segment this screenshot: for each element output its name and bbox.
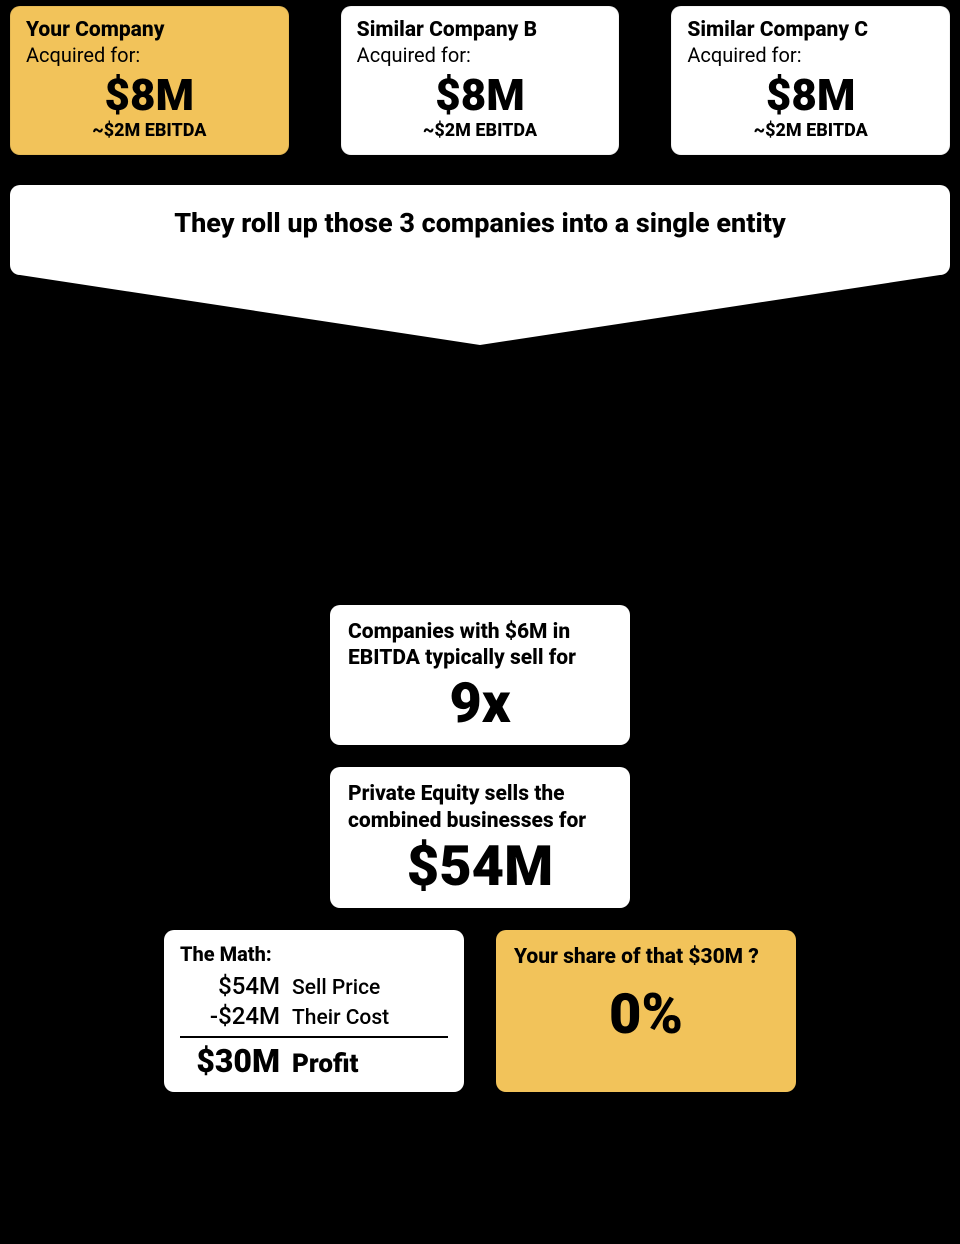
math-grid: $54M Sell Price -$24M Their Cost $30M Pr… bbox=[180, 972, 448, 1080]
mid-column: Companies with $6M in EBITDA typically s… bbox=[330, 605, 630, 909]
multiple-card: Companies with $6M in EBITDA typically s… bbox=[330, 605, 630, 746]
math-result-num: $30M bbox=[180, 1042, 280, 1080]
company-amount: $8M bbox=[687, 71, 934, 119]
math-line-label: Sell Price bbox=[292, 976, 448, 1000]
share-value: 0% bbox=[514, 981, 778, 1047]
company-footnote: ~$2M EBITDA bbox=[26, 120, 273, 141]
math-result-label: Profit bbox=[292, 1049, 448, 1079]
math-line-num: -$24M bbox=[180, 1002, 280, 1030]
math-line-num: $54M bbox=[180, 972, 280, 1000]
company-title: Your Company bbox=[26, 18, 273, 43]
math-rule bbox=[180, 1036, 448, 1038]
company-title: Similar Company B bbox=[357, 18, 604, 43]
math-line-label: Their Cost bbox=[292, 1006, 448, 1030]
share-text: Your share of that $30M ? bbox=[514, 944, 778, 970]
sale-value: $54M bbox=[348, 834, 612, 898]
multiple-text: Companies with $6M in EBITDA typically s… bbox=[348, 619, 612, 672]
company-amount: $8M bbox=[26, 71, 273, 119]
company-subtitle: Acquired for: bbox=[357, 43, 604, 67]
company-footnote: ~$2M EBITDA bbox=[687, 120, 934, 141]
math-title: The Math: bbox=[180, 942, 448, 966]
company-card-b: Similar Company B Acquired for: $8M ~$2M… bbox=[341, 6, 620, 155]
infographic-stage: Your Company Acquired for: $8M ~$2M EBIT… bbox=[0, 0, 960, 1112]
company-title: Similar Company C bbox=[687, 18, 934, 43]
company-card-your-company: Your Company Acquired for: $8M ~$2M EBIT… bbox=[10, 6, 289, 155]
multiple-value: 9x bbox=[348, 671, 612, 735]
company-subtitle: Acquired for: bbox=[26, 43, 273, 67]
share-card: Your share of that $30M ? 0% bbox=[496, 930, 796, 1092]
rollup-text: They roll up those 3 companies into a si… bbox=[10, 185, 950, 275]
company-amount: $8M bbox=[357, 71, 604, 119]
company-card-c: Similar Company C Acquired for: $8M ~$2M… bbox=[671, 6, 950, 155]
company-subtitle: Acquired for: bbox=[687, 43, 934, 67]
company-row: Your Company Acquired for: $8M ~$2M EBIT… bbox=[10, 6, 950, 155]
company-footnote: ~$2M EBITDA bbox=[357, 120, 604, 141]
rollup-banner: They roll up those 3 companies into a si… bbox=[10, 185, 950, 275]
sale-text: Private Equity sells the combined busine… bbox=[348, 781, 612, 834]
bottom-row: The Math: $54M Sell Price -$24M Their Co… bbox=[10, 930, 950, 1092]
sale-card: Private Equity sells the combined busine… bbox=[330, 767, 630, 908]
math-card: The Math: $54M Sell Price -$24M Their Co… bbox=[164, 930, 464, 1092]
